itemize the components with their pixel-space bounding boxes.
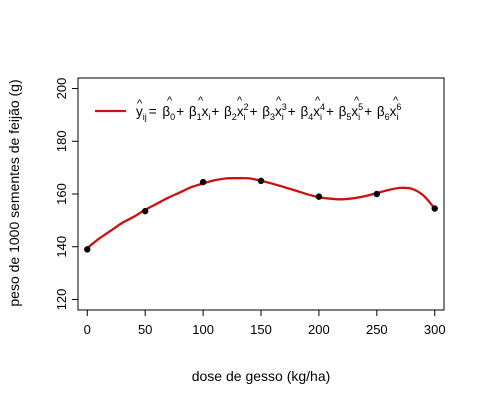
y-tick-label: 160	[54, 183, 69, 205]
y-tick-label: 180	[54, 130, 69, 152]
legend-x2-exponent: 2	[244, 102, 249, 112]
legend-x4-exponent: 4	[320, 102, 325, 112]
y-axis-label: peso de 1000 sementes de feijão (g)	[6, 79, 22, 306]
legend-beta3: β	[262, 104, 270, 119]
legend-beta3-subscript: 3	[270, 112, 275, 122]
data-point	[315, 193, 323, 200]
legend-equals: =	[149, 104, 157, 119]
legend-beta5-subscript: 5	[346, 112, 351, 122]
legend-x3-exponent: 3	[282, 102, 287, 112]
legend-y-subscript: ij	[143, 112, 147, 122]
legend-x2: x	[237, 104, 244, 119]
observed-points	[84, 177, 438, 253]
legend-beta6-subscript: 6	[385, 112, 390, 122]
data-point	[84, 246, 91, 253]
legend-plus-6: +	[364, 104, 372, 119]
y-axis: 120 140 160 180 200	[54, 78, 78, 311]
legend-hat-beta2: ^	[237, 95, 243, 107]
legend-beta4-subscript: 4	[308, 112, 313, 122]
legend-beta6: β	[377, 104, 385, 119]
legend-x5-subscript: i	[358, 112, 360, 122]
data-point	[257, 177, 265, 185]
y-tick-label: 140	[54, 236, 69, 258]
x-tick-label: 250	[366, 322, 388, 337]
data-point	[431, 205, 438, 212]
data-point	[141, 207, 149, 215]
legend-hat-beta6: ^	[393, 95, 399, 107]
legend-beta4: β	[300, 104, 308, 119]
legend-beta5: β	[339, 104, 347, 119]
y-tick-label: 120	[54, 289, 69, 311]
legend-beta2-subscript: 2	[232, 112, 237, 122]
x-axis: 0 50 100 150 200 250 300	[84, 310, 446, 337]
legend-x5: x	[351, 104, 358, 119]
legend-x4-subscript: i	[320, 112, 322, 122]
x-tick-label: 150	[250, 322, 272, 337]
legend-hat-y: ^	[137, 98, 143, 110]
legend-x3-subscript: i	[282, 112, 284, 122]
legend-hat-beta5: ^	[354, 95, 360, 107]
legend-x1-subscript: i	[208, 112, 210, 122]
y-tick-label: 200	[54, 78, 69, 100]
legend: yij = β0+ β1xi+ β2xi2+ β3xi3+ β4xi4+ β5xi…	[95, 95, 401, 122]
legend-hat-beta3: ^	[276, 95, 282, 107]
legend-x4: x	[313, 104, 320, 119]
legend-plus-1: +	[176, 104, 184, 119]
legend-hat-beta1: ^	[198, 95, 204, 107]
legend-plus-5: +	[326, 104, 334, 119]
legend-plus-3: +	[250, 104, 258, 119]
data-point	[199, 178, 207, 186]
legend-hat-beta0: ^	[167, 95, 173, 107]
legend-x5-exponent: 5	[358, 102, 363, 112]
data-point	[373, 190, 381, 198]
legend-beta1-subscript: 1	[197, 112, 202, 122]
x-tick-label: 300	[424, 322, 446, 337]
legend-x3: x	[275, 104, 282, 119]
x-tick-label: 50	[138, 322, 152, 337]
legend-beta0-subscript: 0	[170, 112, 175, 122]
legend-x6: x	[390, 104, 397, 119]
legend-y: y	[136, 104, 143, 119]
legend-x6-subscript: i	[396, 112, 398, 122]
legend-beta1: β	[189, 104, 197, 119]
x-tick-label: 100	[192, 322, 214, 337]
legend-plus-2: +	[211, 104, 219, 119]
x-axis-label: dose de gesso (kg/ha)	[192, 368, 331, 384]
legend-beta0: β	[162, 104, 170, 119]
legend-equation: yij = β0+ β1xi+ β2xi2+ β3xi3+ β4xi4+ β5xi…	[136, 102, 401, 122]
x-tick-label: 0	[84, 322, 91, 337]
legend-hat-beta4: ^	[315, 95, 321, 107]
legend-plus-4: +	[288, 104, 296, 119]
legend-beta2: β	[224, 104, 232, 119]
fitted-polynomial-line	[86, 177, 436, 249]
legend-x2-subscript: i	[244, 112, 246, 122]
legend-x6-exponent: 6	[396, 102, 401, 112]
x-tick-label: 200	[308, 322, 330, 337]
legend-x1: x	[202, 104, 209, 119]
